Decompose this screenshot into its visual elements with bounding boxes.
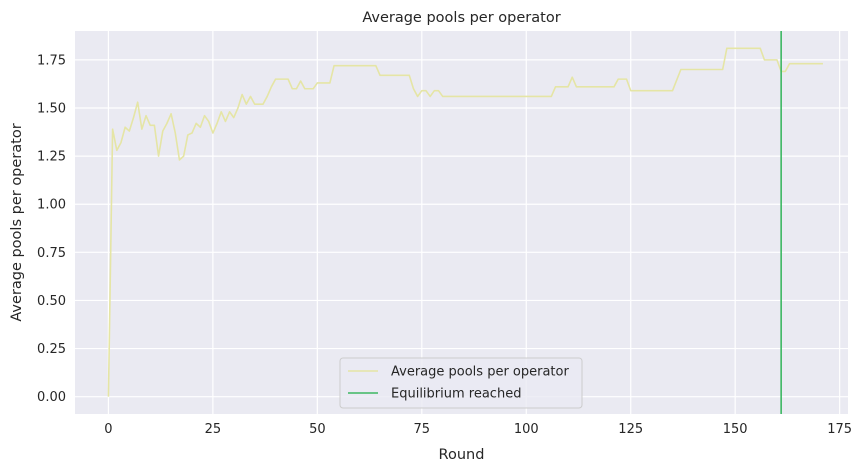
grid-lines (75, 31, 848, 414)
x-tick-labels: 0 25 50 75 100 125 150 175 (104, 422, 852, 437)
x-tick-label: 125 (618, 422, 643, 437)
x-tick-label: 75 (414, 422, 431, 437)
x-tick-label: 25 (205, 422, 222, 437)
series-line-average-pools (107, 47, 823, 397)
y-tick-label: 0.50 (37, 294, 66, 309)
legend: Average pools per operator Equilibrium r… (339, 357, 583, 409)
y-tick-label: 0.00 (37, 390, 66, 405)
y-tick-label: 1.00 (37, 198, 66, 213)
x-axis-title: Round (439, 447, 485, 463)
y-tick-label: 1.50 (37, 101, 66, 116)
y-tick-label: 1.25 (37, 150, 66, 165)
y-tick-label: 0.25 (37, 342, 66, 357)
y-tick-label: 0.75 (37, 246, 66, 261)
y-tick-label: 1.75 (37, 53, 66, 68)
series-layer (107, 31, 823, 414)
x-tick-label: 100 (514, 422, 539, 437)
x-tick-label: 150 (723, 422, 748, 437)
y-tick-labels: 0.00 0.25 0.50 0.75 1.00 1.25 1.50 1.75 (37, 53, 66, 405)
legend-label-equilibrium: Equilibrium reached (391, 387, 521, 402)
legend-label-average-pools: Average pools per operator (391, 365, 569, 380)
x-tick-label: 175 (827, 422, 852, 437)
plot-area (75, 31, 848, 414)
y-axis-title: Average pools per operator (9, 123, 25, 321)
legend-box (339, 357, 583, 409)
chart-title: Average pools per operator (362, 10, 560, 26)
x-tick-label: 0 (104, 422, 112, 437)
x-tick-label: 50 (309, 422, 326, 437)
